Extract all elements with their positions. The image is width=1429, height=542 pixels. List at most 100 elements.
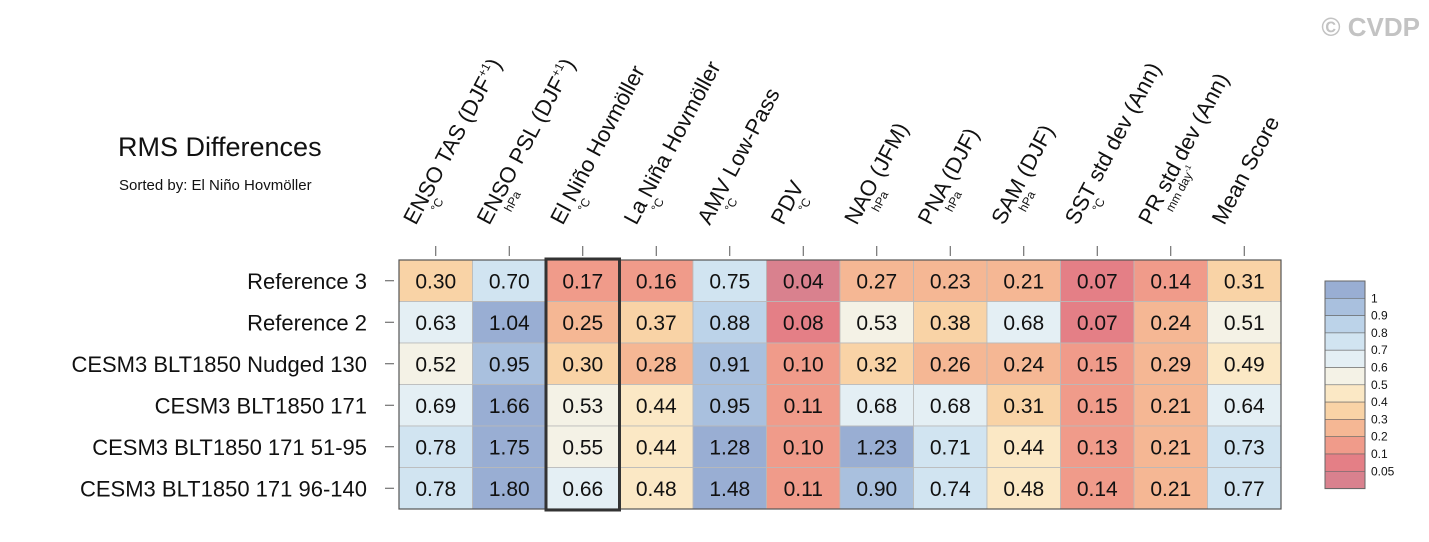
cell-value: 0.26 — [930, 353, 971, 376]
cell-value: 0.21 — [1150, 478, 1191, 501]
column-unit: °C — [575, 195, 594, 214]
cell-value: 0.23 — [930, 270, 971, 293]
cell-value: 0.07 — [1077, 270, 1118, 293]
cell-value: 0.74 — [930, 478, 971, 501]
cell-value: 0.21 — [1150, 395, 1191, 418]
cell-value: 0.68 — [856, 395, 897, 418]
cell-value: 0.73 — [1224, 436, 1265, 459]
heatmap-cell — [986, 384, 1061, 427]
heatmap-cell — [398, 425, 473, 468]
cell-value: 0.71 — [930, 436, 971, 459]
column-label: Mean Score — [1207, 112, 1285, 228]
heatmap-cell — [692, 384, 767, 427]
cell-value: 1.80 — [489, 478, 530, 501]
cell-value: 0.16 — [636, 270, 677, 293]
heatmap-cell — [913, 467, 988, 510]
cell-value: 0.17 — [562, 270, 603, 293]
heatmap-cell — [766, 259, 841, 302]
cell-value: 0.30 — [415, 270, 456, 293]
cell-value: 0.11 — [784, 395, 823, 418]
colorbar-swatch — [1324, 419, 1366, 437]
cell-value: 0.66 — [562, 478, 603, 501]
cell-value: 0.90 — [856, 478, 897, 501]
cell-value: 0.63 — [415, 312, 456, 335]
cell-value: 0.15 — [1077, 395, 1118, 418]
cell-value: 0.53 — [856, 312, 897, 335]
colorbar-label: 1 — [1371, 291, 1378, 305]
cell-value: 0.29 — [1150, 353, 1191, 376]
colorbar-swatch — [1324, 470, 1366, 489]
heatmap-cell — [986, 259, 1061, 302]
cell-value: 0.91 — [709, 353, 750, 376]
heatmap-cell — [1060, 467, 1135, 510]
colorbar-label: 0.9 — [1371, 309, 1388, 323]
column-unit: °C — [648, 195, 667, 214]
row-label: CESM3 BLT1850 Nudged 130 — [71, 352, 367, 377]
column-unit: °C — [722, 195, 741, 214]
colorbar-label: 0.05 — [1371, 464, 1395, 478]
column-unit: °C — [1089, 195, 1108, 214]
heatmap-cell — [619, 467, 694, 510]
heatmap-cell — [913, 301, 988, 344]
cell-value: 0.38 — [930, 312, 971, 335]
cell-value: 0.75 — [709, 270, 750, 293]
colorbar-swatch — [1324, 401, 1366, 420]
cell-value: 0.78 — [415, 436, 456, 459]
heatmap-cell — [1060, 342, 1135, 385]
cell-value: 0.13 — [1077, 436, 1118, 459]
colorbar-swatch — [1324, 349, 1366, 368]
colorbar-swatch — [1324, 384, 1366, 403]
heatmap-cell — [692, 301, 767, 344]
cell-value: 0.27 — [856, 270, 897, 293]
colorbar-swatch — [1324, 315, 1366, 334]
colorbar-swatch — [1324, 367, 1366, 386]
grid-outline — [398, 259, 1282, 510]
heatmap-cell — [1207, 342, 1282, 385]
heatmap-cell — [545, 467, 620, 510]
heatmap-cell — [1207, 384, 1282, 427]
heatmap-cell — [472, 301, 547, 344]
heatmap-cell — [1133, 342, 1208, 385]
cell-value: 0.44 — [1003, 436, 1044, 459]
cell-value: 0.55 — [562, 436, 603, 459]
colorbar-swatch — [1324, 332, 1366, 351]
colorbar-label: 0.5 — [1371, 378, 1388, 392]
heatmap-cell — [619, 301, 694, 344]
column-header: PDV°C — [766, 176, 815, 228]
cell-value: 0.69 — [415, 395, 456, 418]
heatmap-cell — [1133, 425, 1208, 468]
cell-value: 0.28 — [636, 353, 677, 376]
heatmap-cell — [472, 425, 547, 468]
heatmap-cell — [766, 301, 841, 344]
colorbar-swatch — [1324, 436, 1366, 455]
cell-value: 0.11 — [784, 478, 823, 501]
cell-value: 1.75 — [489, 436, 530, 459]
heatmap-cell — [398, 301, 473, 344]
colorbar-label: 0.6 — [1371, 361, 1388, 375]
colorbar-outline — [1324, 280, 1366, 490]
column-header: Mean Score — [1207, 112, 1285, 228]
row-label: CESM3 BLT1850 171 51-95 — [92, 435, 367, 460]
cell-value: 0.10 — [783, 436, 824, 459]
cell-value: 0.95 — [709, 395, 750, 418]
heatmap-cell — [913, 425, 988, 468]
heatmap-cell — [619, 425, 694, 468]
cell-value: 0.24 — [1003, 353, 1044, 376]
heatmap-cell — [986, 425, 1061, 468]
watermark: © CVDP — [1321, 12, 1420, 42]
heatmap-cell — [472, 384, 547, 427]
heatmap-cell — [1207, 467, 1282, 510]
heatmap-cell — [839, 301, 914, 344]
heatmap-cell — [913, 384, 988, 427]
cell-value: 0.77 — [1224, 478, 1265, 501]
chart-title: RMS Differences — [118, 132, 322, 162]
cell-value: 0.53 — [562, 395, 603, 418]
row-label: CESM3 BLT1850 171 — [155, 393, 367, 418]
colorbar-label: 0.2 — [1371, 430, 1388, 444]
column-unit: °C — [428, 195, 447, 214]
heatmap-cell — [545, 384, 620, 427]
cell-value: 0.31 — [1224, 270, 1265, 293]
cell-value: 0.64 — [1224, 395, 1265, 418]
cell-value: 0.31 — [1003, 395, 1044, 418]
